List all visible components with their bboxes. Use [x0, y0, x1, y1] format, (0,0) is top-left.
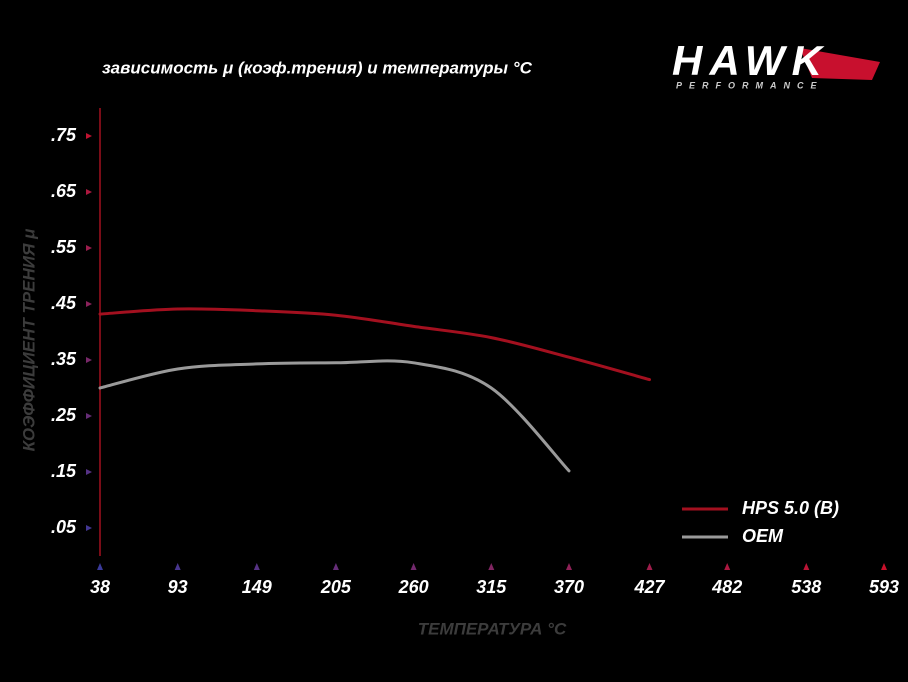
y-tick-mark: [86, 133, 92, 139]
logo-text: HAWK: [672, 37, 825, 84]
logo-subtext: PERFORMANCE: [676, 80, 824, 90]
y-tick-label: .75: [51, 125, 77, 145]
x-axis-label: ТЕМПЕРАТУРА °С: [418, 619, 567, 638]
x-tick-mark: [332, 563, 339, 570]
x-tick-label: 370: [554, 577, 584, 597]
y-tick-mark: [86, 525, 92, 531]
x-tick-mark: [488, 563, 495, 570]
y-tick-mark: [86, 301, 92, 307]
y-tick-mark: [86, 413, 92, 419]
logo-wing: [800, 48, 880, 80]
chart-title: зависимость μ (коэф.трения) и температур…: [102, 58, 533, 77]
y-tick-mark: [86, 245, 92, 251]
legend-label: HPS 5.0 (B): [742, 498, 839, 518]
y-tick-label: .15: [51, 461, 77, 481]
y-tick-mark: [86, 357, 92, 363]
series-line: [98, 359, 571, 473]
x-tick-label: 315: [476, 577, 507, 597]
x-tick-label: 593: [869, 577, 899, 597]
x-tick-mark: [646, 563, 653, 570]
x-tick-mark: [565, 563, 572, 570]
legend-label: OEM: [742, 526, 784, 546]
logo: HAWK PERFORMANCE: [672, 37, 880, 90]
y-tick-label: .35: [51, 349, 77, 369]
y-tick-label: .65: [51, 181, 77, 201]
x-tick-label: 205: [320, 577, 352, 597]
x-tick-mark: [174, 563, 181, 570]
x-tick-mark: [253, 563, 260, 570]
y-tick-label: .25: [51, 405, 77, 425]
y-tick-mark: [86, 469, 92, 475]
y-tick-label: .05: [51, 517, 77, 537]
x-tick-label: 38: [90, 577, 110, 597]
x-tick-mark: [724, 563, 731, 570]
x-tick-label: 260: [398, 577, 429, 597]
x-tick-mark: [803, 563, 810, 570]
x-tick-mark: [97, 563, 103, 570]
y-axis-label: КОЭФФИЦИЕНТ ТРЕНИЯ μ: [19, 228, 38, 451]
series-line: [98, 307, 652, 382]
y-tick-mark: [86, 189, 92, 195]
x-tick-label: 538: [791, 577, 821, 597]
x-tick-label: 427: [633, 577, 665, 597]
x-tick-label: 93: [168, 577, 188, 597]
y-tick-label: .55: [51, 237, 77, 257]
y-tick-label: .45: [51, 293, 77, 313]
x-tick-label: 482: [711, 577, 742, 597]
x-tick-mark: [881, 563, 887, 570]
x-tick-label: 149: [242, 577, 272, 597]
x-tick-mark: [410, 563, 417, 570]
